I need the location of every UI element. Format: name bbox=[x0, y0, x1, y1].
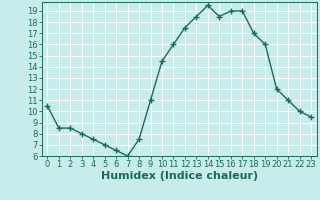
X-axis label: Humidex (Indice chaleur): Humidex (Indice chaleur) bbox=[100, 171, 258, 181]
